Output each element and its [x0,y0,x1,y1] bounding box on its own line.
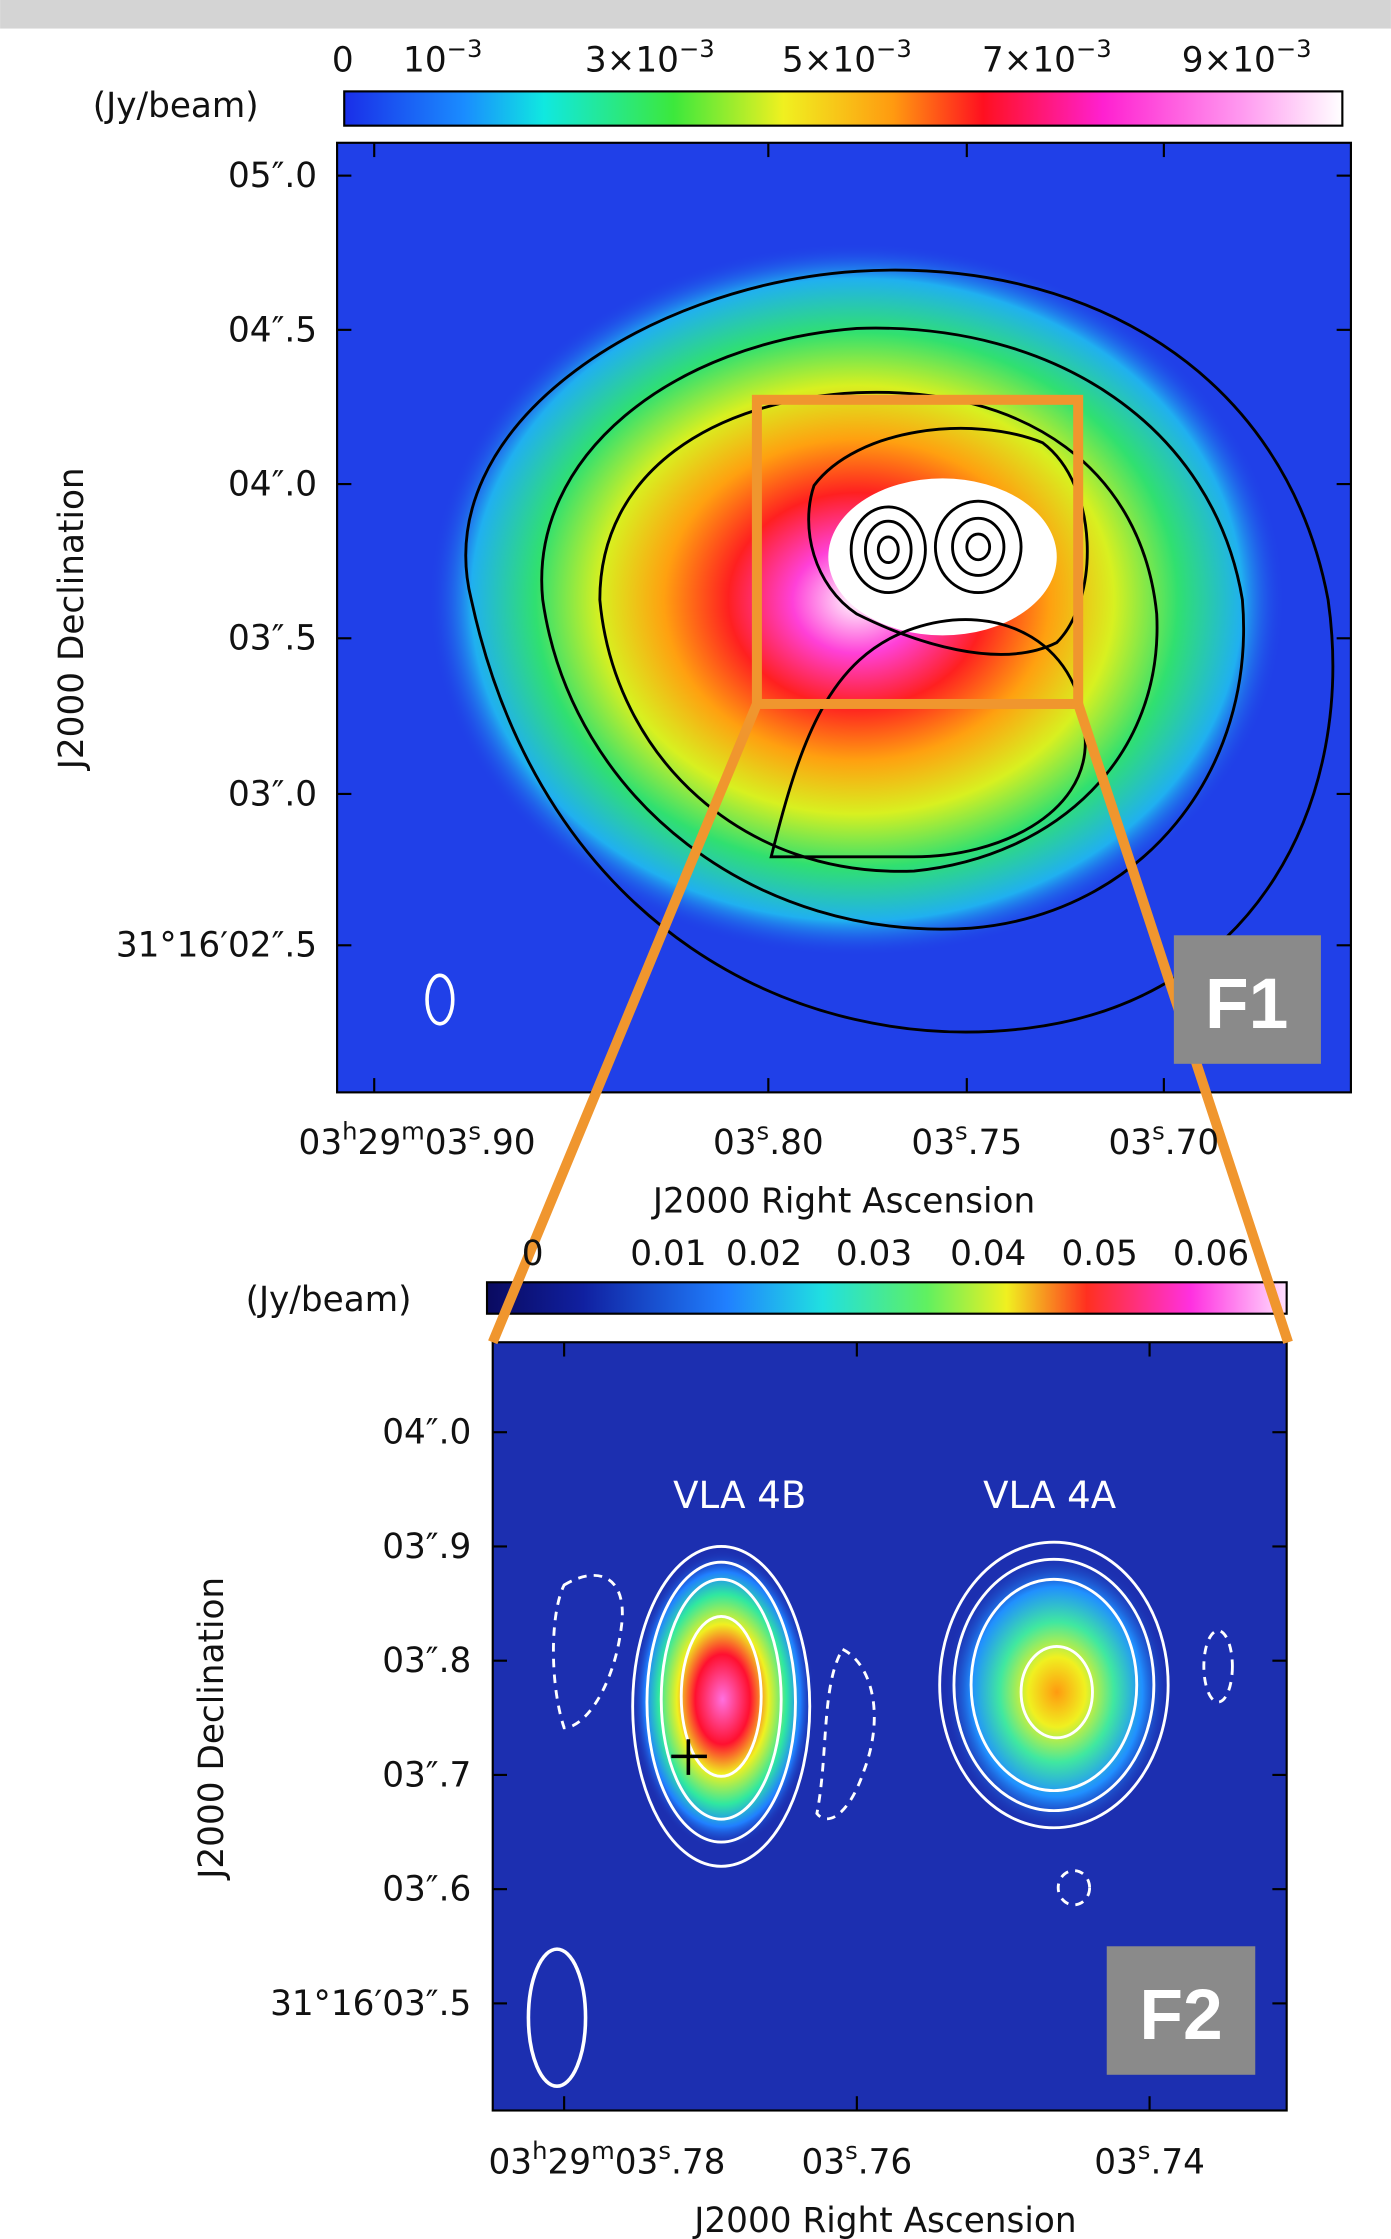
colorbar-tick-label: 0.05 [1061,1234,1137,1274]
colorbar-tick-label: 0.02 [726,1234,802,1274]
x-axis-title: J2000 Right Ascension [692,2201,1076,2239]
label-part: −3 [447,34,483,63]
label-part: 10 [403,40,447,80]
y-tick-label: 31°16′03″.5 [270,1984,471,2024]
label-part: .90 [481,1123,536,1163]
frame-1 [336,141,1352,1094]
label-part: −3 [876,34,912,63]
label-part: 29 [547,2142,591,2182]
label-part: s [955,1116,968,1145]
badge [1106,1946,1256,2075]
y-tick-label: 03″.6 [382,1870,471,1910]
label-part: s [845,2136,858,2165]
x-tick-label: 03h29m03s.90 [299,1116,536,1162]
frame-2 [491,1341,1288,2112]
y-tick-label: 03″.0 [228,774,317,814]
x-tick-label: 03s.75 [911,1116,1022,1162]
x-tick-label: 03s.74 [1094,2136,1205,2182]
label-part: 0.06 [1173,1234,1249,1274]
colorbar-tick-label: 0.04 [950,1234,1026,1274]
colorbar-tick-label: 9×10−3 [1182,34,1312,80]
label-part: .70 [1165,1123,1220,1163]
y-tick-label: 04″.5 [228,310,317,350]
x-tick-label: 03s.70 [1108,1116,1219,1162]
label-part: −3 [1276,34,1312,63]
y-tick-label: 03″.7 [382,1755,471,1795]
colorbar-tick-label: 0 [332,40,354,80]
label-part: 0.02 [726,1234,802,1274]
label-part: 03 [911,1123,955,1163]
source-label: VLA 4B [673,1474,806,1517]
label-part: 0.03 [836,1234,912,1274]
colorbar-tick-label: 0.01 [630,1234,706,1274]
colorbar-tick-label: 0.06 [1173,1234,1249,1274]
y-tick-label: 04″.0 [228,464,317,504]
colorbar-tick-label: 0.03 [836,1234,912,1274]
colorbar-tick-label: 3×10−3 [585,34,715,80]
top-bar [0,0,1391,29]
label-part: 0 [522,1234,544,1274]
y-tick-label: 03″.9 [382,1527,471,1567]
label-part: 03 [1108,1123,1152,1163]
colorbar-tick-label: 5×10−3 [782,34,912,80]
label-part: 03 [1094,2142,1138,2182]
label-part: h [532,2136,547,2165]
label-part: 03 [615,2142,659,2182]
label-part: 7×10 [982,40,1076,80]
label-part: 03 [801,2142,845,2182]
label-part: −3 [1076,34,1112,63]
label-part: 03 [713,1123,757,1163]
label-part: .76 [858,2142,913,2182]
badge-label: F2 [1139,1975,1222,2055]
x-tick-label: 03s.76 [801,2136,912,2182]
badge [1173,935,1321,1064]
colorbar-unit: (Jy/beam) [93,86,259,126]
label-part: .75 [968,1123,1023,1163]
y-tick-label: 05″.0 [228,156,317,196]
label-part: m [401,1116,425,1145]
label-part: .74 [1150,2142,1205,2182]
label-part: 0.05 [1061,1234,1137,1274]
label-part: 0.01 [630,1234,706,1274]
y-tick-label: 03″.5 [228,619,317,659]
colorbar-tick-label: 0 [522,1234,544,1274]
colorbar-tick-label: 7×10−3 [982,34,1112,80]
label-part: .78 [671,2142,726,2182]
label-part: s [1138,2136,1151,2165]
label-part: s [757,1116,770,1145]
y-axis-title: J2000 Declination [52,467,92,771]
label-part: h [342,1116,357,1145]
label-part: 3×10 [585,40,679,80]
colorbar-2 [485,1281,1288,1315]
label-part: s [1152,1116,1165,1145]
label-part: 5×10 [782,40,876,80]
colorbar-tick-label: 10−3 [403,34,482,80]
label-part: .80 [769,1123,824,1163]
image-panel-1 [337,142,1351,1093]
label-part: −3 [679,34,715,63]
x-tick-label: 03s.80 [713,1116,824,1162]
label-part: m [591,2136,615,2165]
label-part: 03 [299,1123,343,1163]
label-part: s [468,1116,481,1145]
label-part: s [658,2136,671,2165]
source-label: VLA 4A [983,1474,1117,1517]
label-part: 29 [358,1123,402,1163]
colorbar-1 [343,90,1344,127]
badge-label: F1 [1205,964,1288,1044]
colorbar-unit: (Jy/beam) [246,1280,412,1320]
label-part: 0.04 [950,1234,1026,1274]
label-part: 03 [488,2142,532,2182]
y-axis-title: J2000 Declination [192,1577,232,1881]
y-tick-label: 31°16′02″.5 [116,926,317,966]
x-axis-title: J2000 Right Ascension [651,1181,1035,1221]
label-part: 0 [332,40,354,80]
x-tick-label: 03h29m03s.78 [488,2136,725,2182]
label-part: 03 [425,1123,469,1163]
label-part: 9×10 [1182,40,1276,80]
y-tick-label: 04″.0 [382,1413,471,1453]
y-tick-label: 03″.8 [382,1641,471,1681]
